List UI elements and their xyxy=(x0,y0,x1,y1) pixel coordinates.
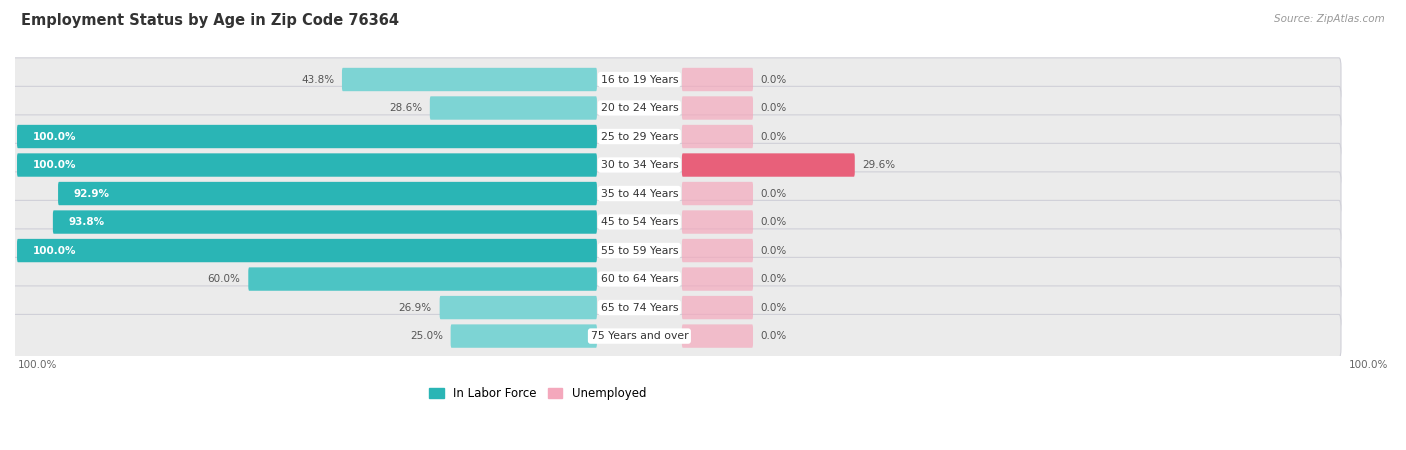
FancyBboxPatch shape xyxy=(10,86,1341,130)
Text: 75 Years and over: 75 Years and over xyxy=(591,331,688,341)
Text: 25 to 29 Years: 25 to 29 Years xyxy=(600,131,678,141)
FancyBboxPatch shape xyxy=(10,229,1341,272)
FancyBboxPatch shape xyxy=(682,96,754,120)
Text: Source: ZipAtlas.com: Source: ZipAtlas.com xyxy=(1274,14,1385,23)
Text: 0.0%: 0.0% xyxy=(761,189,787,198)
FancyBboxPatch shape xyxy=(682,153,855,177)
FancyBboxPatch shape xyxy=(10,286,1341,329)
FancyBboxPatch shape xyxy=(440,296,598,319)
FancyBboxPatch shape xyxy=(682,239,754,262)
FancyBboxPatch shape xyxy=(10,200,1341,244)
FancyBboxPatch shape xyxy=(451,324,598,348)
Text: 0.0%: 0.0% xyxy=(761,217,787,227)
Text: 28.6%: 28.6% xyxy=(389,103,422,113)
FancyBboxPatch shape xyxy=(17,125,598,148)
FancyBboxPatch shape xyxy=(430,96,598,120)
FancyBboxPatch shape xyxy=(682,68,754,91)
Text: 35 to 44 Years: 35 to 44 Years xyxy=(600,189,678,198)
FancyBboxPatch shape xyxy=(682,296,754,319)
Legend: In Labor Force, Unemployed: In Labor Force, Unemployed xyxy=(425,382,651,405)
Text: 45 to 54 Years: 45 to 54 Years xyxy=(600,217,678,227)
Text: 16 to 19 Years: 16 to 19 Years xyxy=(600,75,678,85)
Text: 65 to 74 Years: 65 to 74 Years xyxy=(600,302,678,313)
Text: 0.0%: 0.0% xyxy=(761,75,787,85)
Text: 55 to 59 Years: 55 to 59 Years xyxy=(600,246,678,256)
FancyBboxPatch shape xyxy=(682,324,754,348)
Text: 25.0%: 25.0% xyxy=(409,331,443,341)
Text: 0.0%: 0.0% xyxy=(761,103,787,113)
Text: 60.0%: 60.0% xyxy=(208,274,240,284)
FancyBboxPatch shape xyxy=(342,68,598,91)
Text: 30 to 34 Years: 30 to 34 Years xyxy=(600,160,678,170)
FancyBboxPatch shape xyxy=(10,115,1341,158)
Text: 100.0%: 100.0% xyxy=(32,246,76,256)
FancyBboxPatch shape xyxy=(682,210,754,234)
FancyBboxPatch shape xyxy=(682,182,754,205)
Text: 93.8%: 93.8% xyxy=(67,217,104,227)
Text: 60 to 64 Years: 60 to 64 Years xyxy=(600,274,678,284)
Text: Employment Status by Age in Zip Code 76364: Employment Status by Age in Zip Code 763… xyxy=(21,14,399,28)
Text: 100.0%: 100.0% xyxy=(32,131,76,141)
FancyBboxPatch shape xyxy=(682,267,754,291)
Text: 100.0%: 100.0% xyxy=(1348,360,1388,370)
FancyBboxPatch shape xyxy=(17,153,598,177)
FancyBboxPatch shape xyxy=(10,315,1341,358)
FancyBboxPatch shape xyxy=(10,172,1341,215)
Text: 43.8%: 43.8% xyxy=(301,75,335,85)
FancyBboxPatch shape xyxy=(10,257,1341,301)
Text: 92.9%: 92.9% xyxy=(73,189,110,198)
FancyBboxPatch shape xyxy=(17,239,598,262)
Text: 0.0%: 0.0% xyxy=(761,246,787,256)
Text: 100.0%: 100.0% xyxy=(18,360,58,370)
FancyBboxPatch shape xyxy=(10,144,1341,187)
Text: 100.0%: 100.0% xyxy=(32,160,76,170)
FancyBboxPatch shape xyxy=(58,182,598,205)
Text: 0.0%: 0.0% xyxy=(761,331,787,341)
FancyBboxPatch shape xyxy=(53,210,598,234)
Text: 0.0%: 0.0% xyxy=(761,131,787,141)
Text: 0.0%: 0.0% xyxy=(761,274,787,284)
FancyBboxPatch shape xyxy=(249,267,598,291)
Text: 29.6%: 29.6% xyxy=(862,160,896,170)
Text: 20 to 24 Years: 20 to 24 Years xyxy=(600,103,678,113)
FancyBboxPatch shape xyxy=(10,58,1341,101)
Text: 26.9%: 26.9% xyxy=(399,302,432,313)
Text: 0.0%: 0.0% xyxy=(761,302,787,313)
FancyBboxPatch shape xyxy=(682,125,754,148)
